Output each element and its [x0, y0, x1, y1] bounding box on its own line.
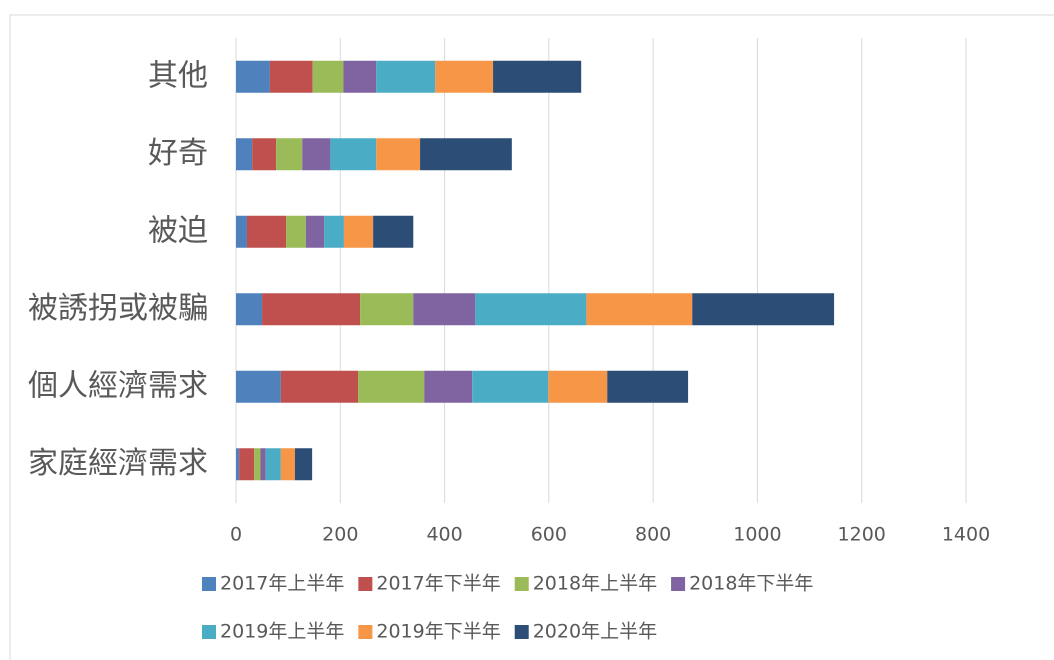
- legend-label: 2017年下半年: [376, 573, 500, 595]
- bar-segment: [252, 138, 277, 171]
- bar-segment: [236, 293, 263, 326]
- chart-frame: [9, 14, 1054, 660]
- legend-swatch: [514, 625, 529, 639]
- legend-swatch: [514, 577, 529, 591]
- bar-segment: [376, 60, 436, 93]
- bar-segment: [312, 60, 344, 93]
- bar-segment: [236, 215, 247, 248]
- bar-segment: [276, 138, 303, 171]
- bar-segment: [280, 448, 295, 481]
- bar-segment: [586, 293, 693, 326]
- legend-label: 2017年上半年: [220, 573, 344, 595]
- bar-segment: [324, 215, 344, 248]
- bar-segment: [358, 370, 425, 403]
- bar-segment: [294, 448, 313, 481]
- bar-segment: [435, 60, 494, 93]
- bar-segment: [260, 448, 266, 481]
- bar-segment: [548, 370, 608, 403]
- bar-segment: [472, 370, 549, 403]
- legend-swatch: [358, 625, 373, 639]
- legend-label: 2018年下半年: [689, 573, 813, 595]
- x-tick-label: 1000: [733, 524, 781, 546]
- bar-segment: [236, 60, 270, 93]
- x-tick-label: 200: [322, 524, 358, 546]
- legend-swatch: [202, 625, 216, 639]
- legend-label: 2019年下半年: [376, 621, 500, 643]
- bar-segment: [254, 448, 261, 481]
- bar-segment: [265, 448, 281, 481]
- bar-segment: [236, 370, 281, 403]
- bar-segment: [376, 138, 421, 171]
- bar-segment: [475, 293, 587, 326]
- bar-segment: [493, 60, 582, 93]
- y-tick-label: 其他: [148, 58, 208, 93]
- bar-segment: [269, 60, 313, 93]
- legend-swatch: [671, 577, 686, 591]
- x-tick-label: 800: [635, 524, 671, 546]
- x-tick-label: 400: [426, 524, 462, 546]
- bar-segment: [424, 370, 473, 403]
- bar-segment: [302, 138, 331, 171]
- y-tick-label: 好奇: [148, 136, 208, 171]
- bar-segment: [246, 215, 287, 248]
- bar-segment: [607, 370, 689, 403]
- bar-segment: [286, 215, 306, 248]
- legend-label: 2018年上半年: [533, 573, 657, 595]
- bar-segment: [239, 448, 255, 481]
- bar-segment: [262, 293, 361, 326]
- bar-segment: [343, 215, 374, 248]
- bar-segment: [236, 448, 240, 481]
- bar-segment: [280, 370, 359, 403]
- x-tick-label: 1200: [838, 524, 886, 546]
- y-tick-label: 被誘拐或被騙: [28, 291, 208, 326]
- legend-swatch: [358, 577, 373, 591]
- y-tick-label: 家庭經濟需求: [28, 446, 208, 481]
- x-tick-label: 1400: [942, 524, 990, 546]
- x-tick-label: 0: [230, 524, 242, 546]
- y-tick-label: 個人經濟需求: [28, 368, 208, 403]
- legend-label: 2019年上半年: [220, 621, 344, 643]
- bar-segment: [330, 138, 377, 171]
- bar-segment: [360, 293, 414, 326]
- legend-label: 2020年上半年: [533, 621, 657, 643]
- bar-segment: [373, 215, 414, 248]
- x-tick-label: 600: [531, 524, 567, 546]
- bar-segment: [305, 215, 325, 248]
- bar-segment: [236, 138, 253, 171]
- bar-segment: [420, 138, 512, 171]
- bar-segment: [692, 293, 835, 326]
- bar-segment: [413, 293, 476, 326]
- bar-segment: [343, 60, 377, 93]
- legend-swatch: [202, 577, 216, 591]
- y-tick-label: 被迫: [148, 213, 208, 248]
